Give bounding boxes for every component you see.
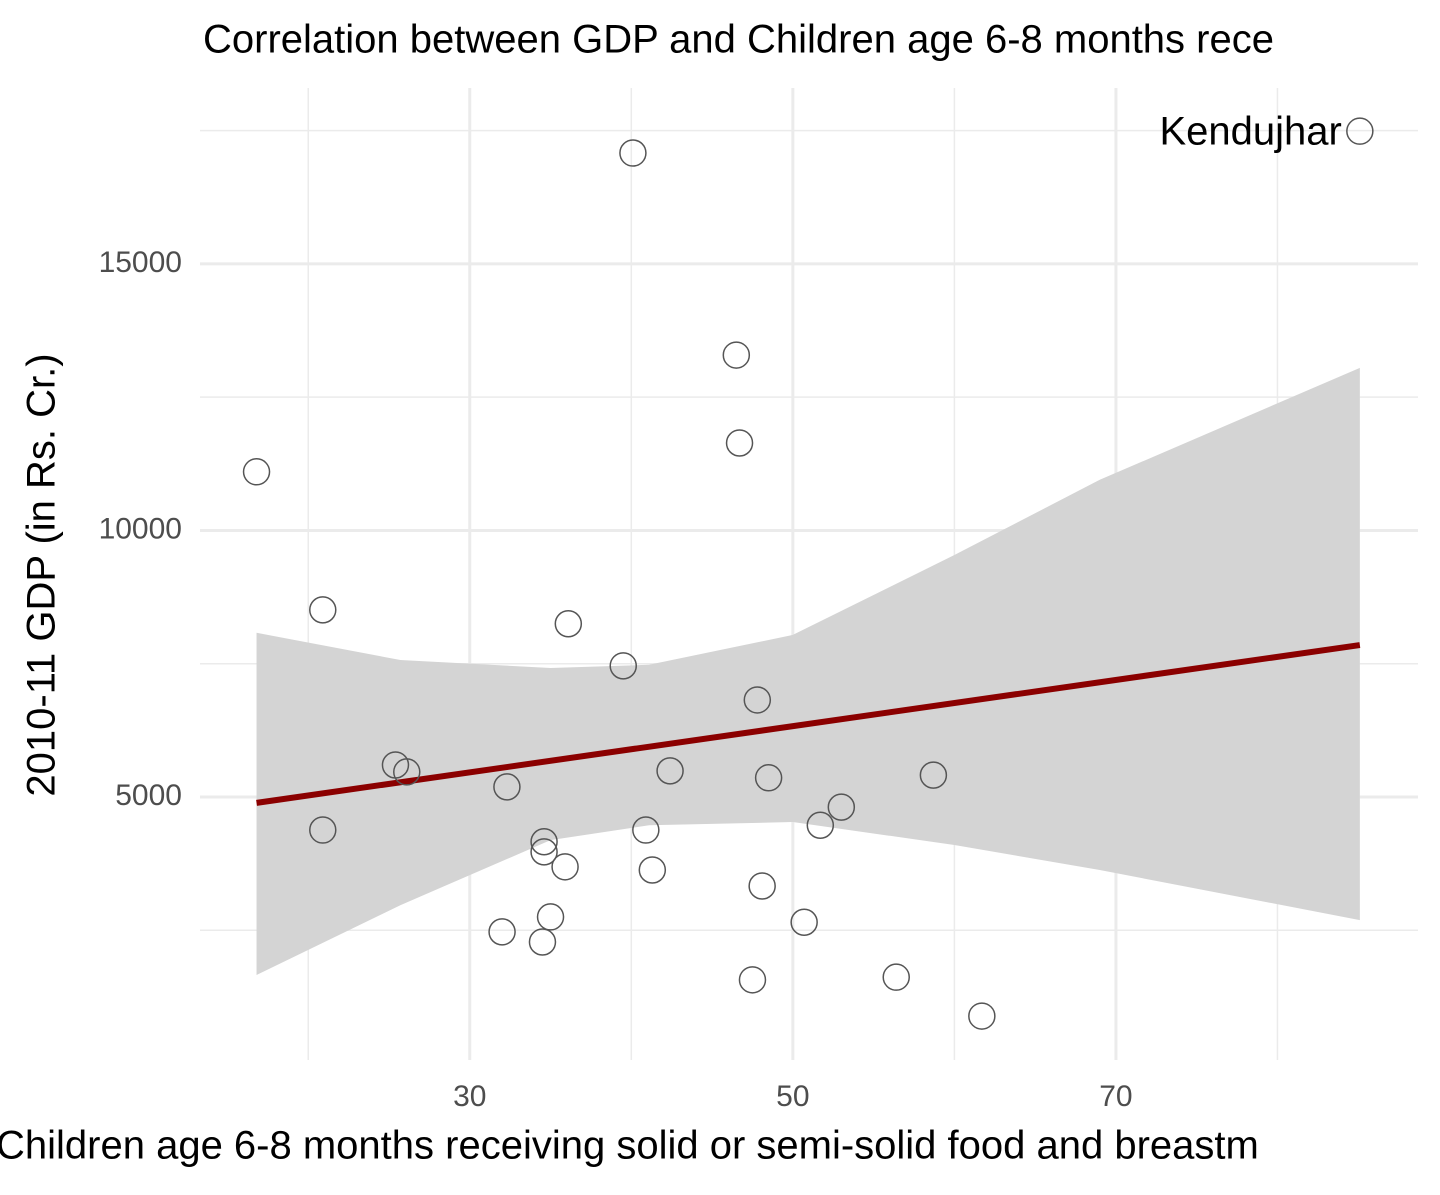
- point: [309, 816, 337, 844]
- point: [309, 596, 337, 624]
- y-tick-label: 15000: [99, 246, 182, 279]
- x-tick-label: 70: [1099, 1080, 1132, 1113]
- y-axis-title: 2010-11 GDP (in Rs. Cr.): [20, 353, 64, 796]
- point: [619, 139, 647, 167]
- x-tick-label: 50: [776, 1080, 809, 1113]
- point: [493, 773, 521, 801]
- point: [722, 341, 751, 369]
- point: [790, 908, 818, 937]
- point: [738, 966, 767, 994]
- point: [632, 816, 660, 844]
- point: [827, 793, 856, 821]
- point: [242, 458, 271, 486]
- chart-title: Correlation between GDP and Children age…: [203, 18, 1274, 62]
- point: [638, 856, 667, 884]
- point: [656, 757, 684, 785]
- point: [609, 652, 637, 680]
- point: [488, 918, 516, 946]
- point: [806, 811, 835, 839]
- point: [551, 853, 579, 881]
- y-tick-label: 5000: [115, 779, 182, 812]
- point: [748, 872, 776, 900]
- point: [919, 761, 948, 789]
- x-axis-title: Children age 6-8 months receiving solid …: [0, 1124, 1259, 1168]
- point: [530, 838, 558, 866]
- point: [725, 429, 754, 457]
- point: [743, 686, 772, 714]
- confidence-band: [256, 367, 1360, 976]
- y-tick-label: 10000: [99, 512, 182, 545]
- annotation: Kendujhar: [1159, 110, 1341, 154]
- point: [754, 764, 783, 792]
- point: [528, 928, 557, 956]
- x-tick-label: 30: [453, 1080, 486, 1113]
- point: [536, 903, 565, 931]
- point: [968, 1002, 996, 1030]
- fit-line: [256, 642, 1361, 806]
- point: [554, 609, 583, 638]
- point: [530, 828, 558, 856]
- point: [1346, 117, 1374, 145]
- point: [882, 963, 910, 991]
- point: [393, 758, 421, 786]
